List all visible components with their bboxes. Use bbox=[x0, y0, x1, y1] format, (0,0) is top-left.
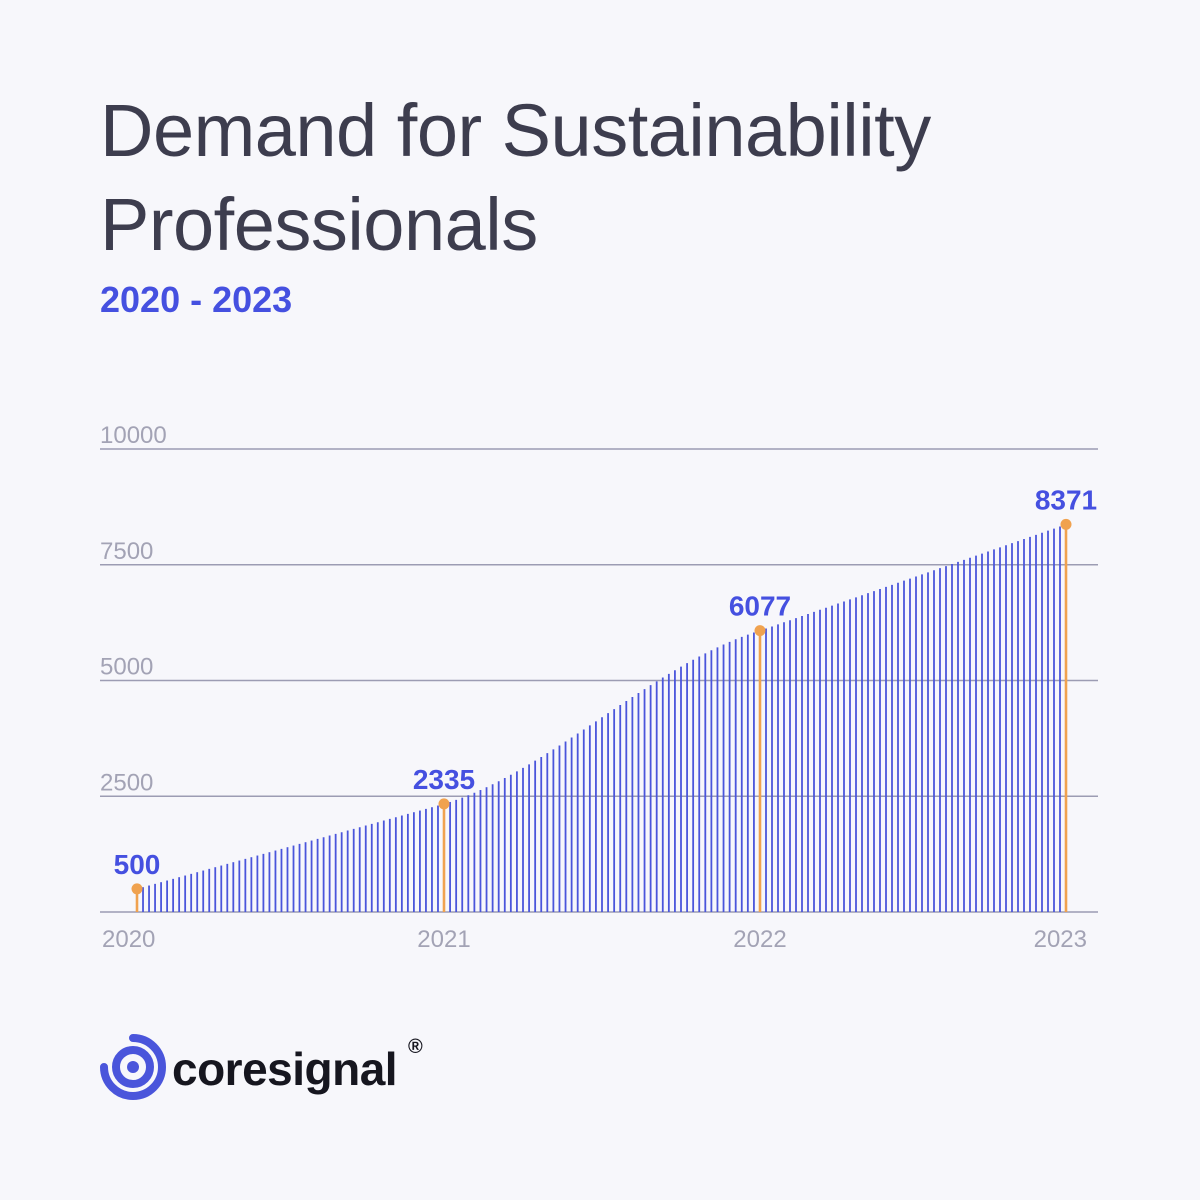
coresignal-logo-icon bbox=[100, 1034, 166, 1100]
y-tick-label: 2500 bbox=[100, 769, 153, 796]
value-label: 2335 bbox=[413, 764, 475, 795]
y-tick-label: 7500 bbox=[100, 538, 153, 565]
bar-series bbox=[142, 526, 1061, 912]
chart-subtitle: 2020 - 2023 bbox=[100, 279, 293, 320]
grid-lines bbox=[100, 448, 1098, 913]
x-tick-label: 2021 bbox=[417, 926, 470, 953]
x-tick-label: 2020 bbox=[102, 926, 155, 953]
highlight-dot bbox=[754, 625, 766, 637]
x-tick-label: 2022 bbox=[733, 926, 786, 953]
x-tick-label: 2023 bbox=[1034, 926, 1087, 953]
value-label: 8371 bbox=[1035, 484, 1097, 515]
y-axis-tick-labels: 2500 5000 7500 10000 bbox=[100, 422, 167, 796]
registered-mark: ® bbox=[408, 1036, 423, 1058]
value-label: 6077 bbox=[729, 591, 791, 622]
brand-name: coresignal bbox=[172, 1043, 398, 1095]
x-axis-tick-labels: 2020 2021 2022 2023 bbox=[102, 926, 1087, 953]
highlight-dot bbox=[1060, 518, 1072, 530]
highlight-dot bbox=[131, 883, 143, 895]
chart-title: Demand for Sustainability Professionals bbox=[100, 89, 931, 266]
y-tick-label: 5000 bbox=[100, 654, 153, 681]
highlight-markers: 500 2335 6077 8371 bbox=[114, 484, 1097, 912]
y-tick-label: 10000 bbox=[100, 422, 167, 449]
value-label: 500 bbox=[114, 849, 161, 880]
highlight-dot bbox=[438, 798, 450, 810]
coresignal-logo: coresignal ® bbox=[100, 1034, 440, 1104]
